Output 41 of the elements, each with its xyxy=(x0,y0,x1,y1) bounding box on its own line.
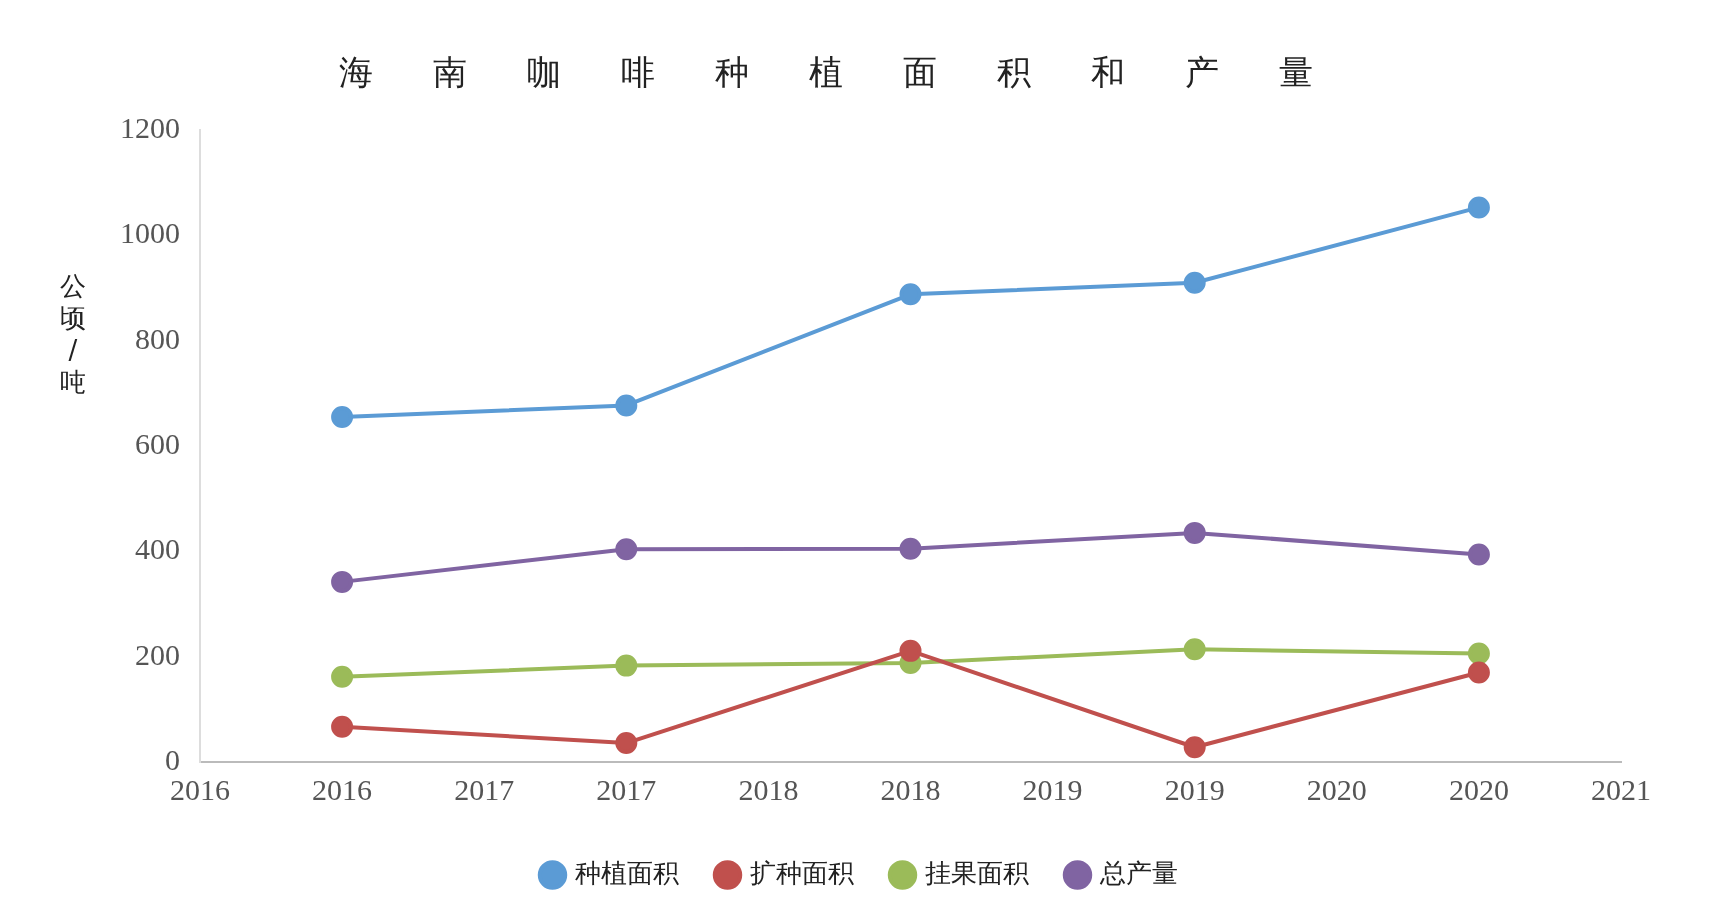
point xyxy=(899,283,922,306)
point xyxy=(615,394,638,417)
point xyxy=(1467,642,1490,665)
point xyxy=(615,732,638,755)
point xyxy=(1183,271,1206,294)
y-tick-label: 800 xyxy=(135,321,180,355)
x-tick-label: 2017 xyxy=(454,772,515,806)
point xyxy=(899,639,922,662)
legend-label: 挂果面积 xyxy=(924,857,1029,888)
point xyxy=(331,715,354,738)
point xyxy=(1183,521,1206,544)
y-tick-label: 400 xyxy=(135,532,180,566)
point xyxy=(899,537,922,560)
x-tick-label: 2020 xyxy=(1448,772,1509,806)
legend-label: 种植面积 xyxy=(574,857,679,888)
y-tick-label: 600 xyxy=(135,426,180,460)
point xyxy=(1467,661,1490,684)
point xyxy=(1183,736,1206,759)
legend-label: 扩种面积 xyxy=(749,857,854,888)
legend-label: 总产量 xyxy=(1098,857,1178,888)
point xyxy=(331,570,354,593)
x-tick-label: 2019 xyxy=(1164,772,1225,806)
point xyxy=(331,665,354,688)
y-tick-label: 1200 xyxy=(120,110,180,144)
point xyxy=(615,538,638,561)
x-tick-label: 2018 xyxy=(880,772,941,806)
y-axis-title: 公顷/吨 xyxy=(59,270,87,398)
x-tick-label: 2021 xyxy=(1591,772,1651,806)
point xyxy=(331,406,354,429)
point xyxy=(1467,543,1490,566)
y-tick-label: 200 xyxy=(135,637,180,671)
x-tick-label: 2016 xyxy=(312,772,373,806)
x-tick-label: 2017 xyxy=(596,772,657,806)
x-tick-label: 2019 xyxy=(1022,772,1083,806)
point xyxy=(1467,196,1490,219)
x-tick-label: 2018 xyxy=(738,772,799,806)
point xyxy=(615,654,638,677)
x-tick-label: 2020 xyxy=(1306,772,1367,806)
point xyxy=(1183,638,1206,661)
y-tick-label: 1000 xyxy=(120,216,180,250)
chart-title: 海南咖啡种植面积和产量 xyxy=(337,51,1374,94)
